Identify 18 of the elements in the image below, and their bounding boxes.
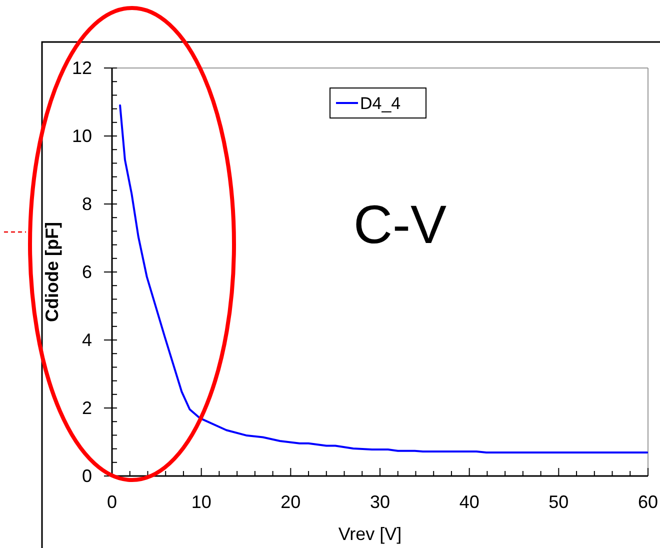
x-tick-label: 40 — [459, 492, 480, 512]
y-tick-label: 4 — [82, 330, 92, 350]
x-tick-label: 30 — [370, 492, 390, 512]
x-tick-label: 20 — [280, 492, 301, 512]
x-tick-label: 0 — [106, 492, 118, 512]
x-axis-title: Vrev [V] — [338, 524, 402, 544]
x-tick-label: 60 — [638, 492, 658, 512]
y-tick-label: 12 — [72, 58, 92, 78]
y-tick-label: 8 — [82, 194, 92, 214]
y-tick-label: 0 — [82, 466, 92, 486]
annotation: C-V — [354, 195, 446, 255]
x-tick-label: 10 — [191, 492, 212, 512]
y-tick-label: 6 — [82, 262, 92, 282]
y-axis-title: Cdiode [pF] — [42, 222, 62, 322]
x-tick-label: 50 — [548, 492, 569, 512]
y-tick-label: 10 — [72, 126, 92, 146]
legend-label: D4_4 — [360, 94, 401, 113]
y-tick-label: 2 — [82, 398, 92, 418]
